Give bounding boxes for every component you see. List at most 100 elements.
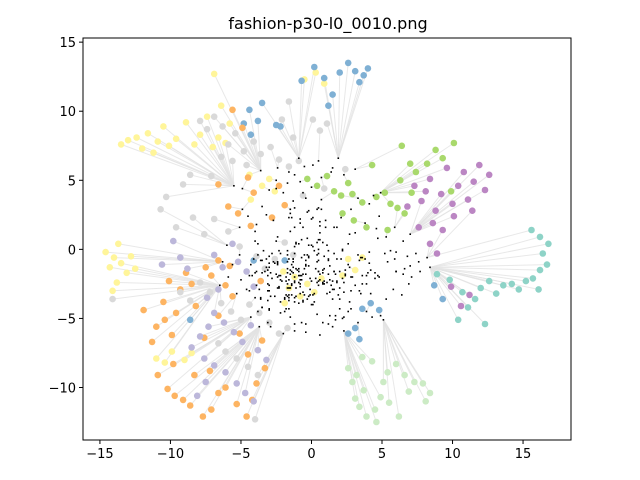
scatter-point-small <box>344 269 347 271</box>
neighbor-link <box>234 133 262 171</box>
scatter-point <box>161 316 169 324</box>
neighbor-link <box>380 167 448 194</box>
scatter-point-small <box>319 334 321 336</box>
neighbor-link <box>429 266 539 290</box>
scatter-point <box>411 182 418 190</box>
scatter-point-small <box>372 194 375 197</box>
scatter-point <box>275 182 283 190</box>
scatter-point-small <box>337 157 340 159</box>
scatter-point-small <box>276 262 279 264</box>
scatter-point-small <box>295 287 297 289</box>
neighbor-link <box>161 261 223 266</box>
neighbor-link <box>327 105 339 159</box>
scatter-point-small <box>316 254 318 256</box>
scatter-point <box>215 389 222 397</box>
chart-title: fashion-p30-l0_0010.png <box>228 14 427 34</box>
scatter-point-small <box>409 233 411 235</box>
scatter-point <box>470 178 478 185</box>
scatter-point-small <box>259 259 262 262</box>
scatter-point-small <box>288 296 290 299</box>
neighbor-link <box>112 284 220 292</box>
scatter-point <box>192 302 200 310</box>
scatter-point-small <box>344 273 347 275</box>
scatter-point-small <box>320 208 323 211</box>
neighbor-link <box>192 217 228 246</box>
scatter-point-small <box>305 197 307 199</box>
neighbor-link <box>220 105 262 171</box>
scatter-point-small <box>350 290 352 292</box>
scatter-point <box>344 59 352 67</box>
scatter-point-small <box>302 291 304 293</box>
scatter-point-small <box>305 273 307 275</box>
scatter-point-small <box>358 290 361 292</box>
scatter-point <box>349 190 356 198</box>
scatter-point-small <box>320 176 323 179</box>
scatter-point-small <box>395 251 397 253</box>
neighbor-link <box>257 326 260 351</box>
scatter-point <box>234 210 242 217</box>
neighbor-link <box>409 189 486 235</box>
scatter-point <box>233 355 240 362</box>
scatter-point-small <box>289 212 292 215</box>
scatter-point-small <box>324 226 327 229</box>
scatter-point <box>349 378 356 386</box>
neighbor-link <box>343 330 382 398</box>
scatter-point-small <box>275 187 277 190</box>
scatter-point <box>215 286 222 293</box>
scatter-point-small <box>322 241 324 244</box>
scatter-point <box>433 270 441 278</box>
scatter-point-small <box>279 312 282 314</box>
scatter-point <box>368 161 376 169</box>
scatter-point-small <box>252 258 255 260</box>
scatter-point-small <box>307 255 310 258</box>
scatter-point <box>447 188 455 195</box>
x-axis: −15 −10 −5 0 5 10 15 <box>86 440 531 462</box>
scatter-point <box>189 214 197 221</box>
scatter-point <box>433 250 441 257</box>
scatter-point <box>397 177 404 184</box>
scatter-point <box>432 207 439 214</box>
scatter-point-small <box>322 281 324 284</box>
scatter-point <box>460 168 468 176</box>
scatter-point-small <box>227 276 230 278</box>
scatter-point-small <box>317 280 320 282</box>
scatter-point <box>196 279 204 286</box>
scatter-point <box>373 193 380 201</box>
neighbor-link <box>171 285 221 352</box>
scatter-point <box>172 309 180 317</box>
scatter-point-small <box>269 295 272 298</box>
scatter-point <box>415 224 423 231</box>
scatter-point-small <box>268 262 270 264</box>
scatter-point-small <box>378 276 380 278</box>
scatter-point <box>500 282 507 289</box>
scatter-point-small <box>235 292 238 295</box>
neighbor-link <box>175 138 235 187</box>
scatter-point <box>191 141 198 148</box>
scatter-point-small <box>289 230 292 233</box>
scatter-point-small <box>276 263 279 266</box>
scatter-point-small <box>293 323 296 325</box>
scatter-point-small <box>293 330 296 332</box>
scatter-point-small <box>303 254 306 256</box>
scatter-point <box>102 248 109 256</box>
neighbor-link <box>185 121 235 187</box>
scatter-point <box>422 188 430 195</box>
scatter-point <box>205 323 212 331</box>
scatter-point-small <box>384 252 386 255</box>
scatter-point <box>210 309 218 317</box>
scatter-point <box>202 264 209 271</box>
scatter-point-small <box>369 292 372 295</box>
scatter-point <box>233 380 240 387</box>
scatter-point <box>251 416 259 423</box>
scatter-point <box>367 299 375 307</box>
scatter-point-small <box>347 243 349 245</box>
scatter-point-small <box>267 290 269 292</box>
scatter-point-small <box>238 226 241 229</box>
scatter-point-small <box>241 208 244 211</box>
neighbor-link <box>288 101 300 159</box>
scatter-point-small <box>289 273 292 275</box>
neighbor-link <box>429 266 533 279</box>
neighbor-link <box>382 319 410 392</box>
scatter-point-small <box>285 276 287 278</box>
scatter-point-small <box>319 220 321 223</box>
